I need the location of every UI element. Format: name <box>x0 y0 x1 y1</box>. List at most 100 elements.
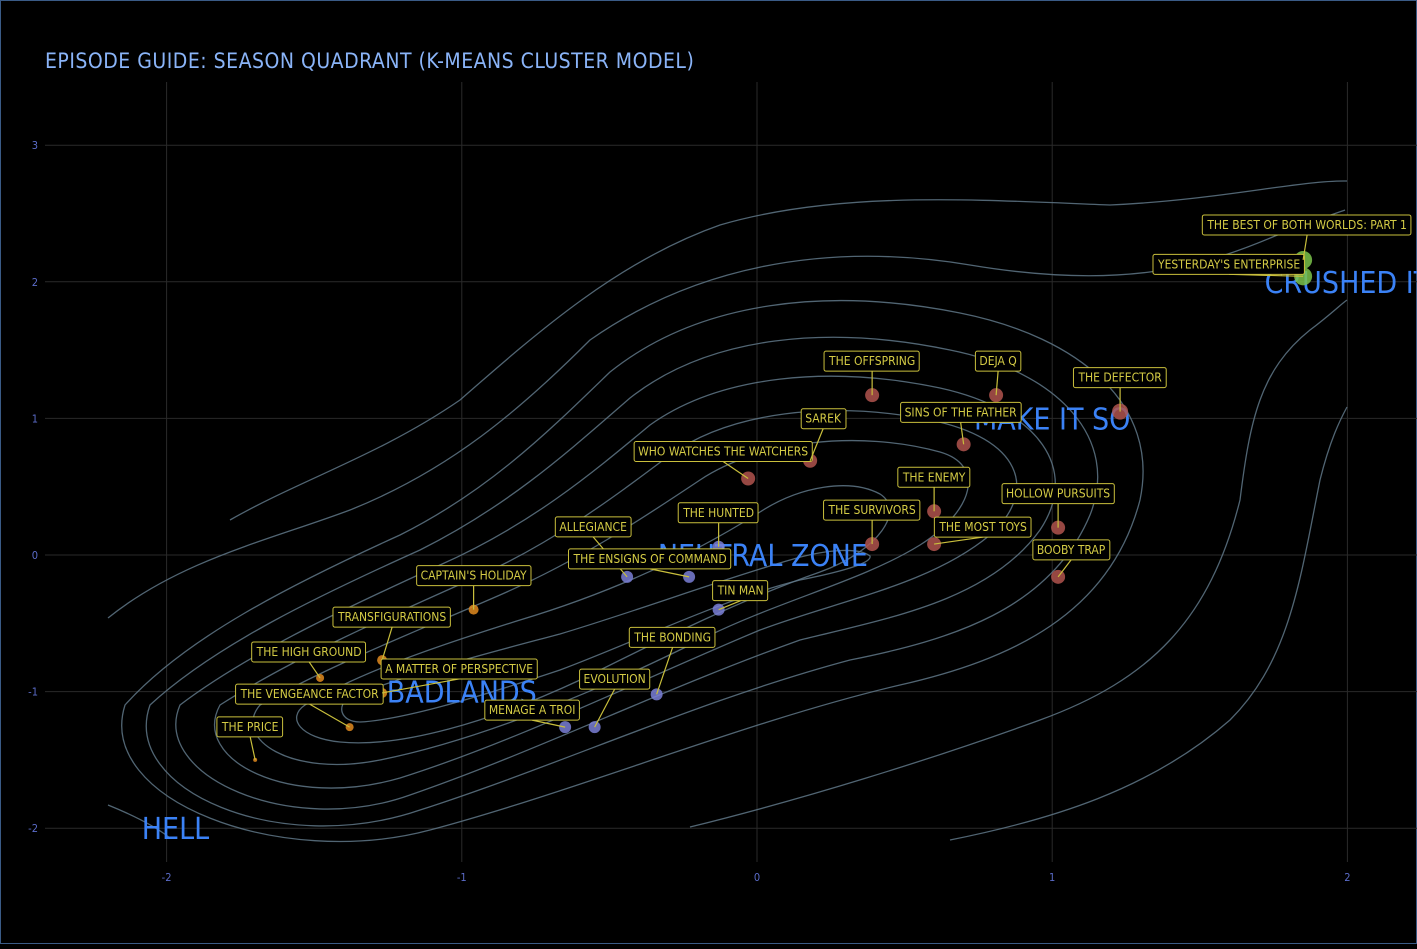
label-leader-line <box>934 536 984 545</box>
x-tick-label: 2 <box>1344 871 1350 884</box>
contour-line <box>145 336 1099 827</box>
y-tick-label: 2 <box>32 276 38 289</box>
episode-label: YESTERDAY'S ENTERPRISE <box>1157 257 1300 271</box>
episode-label: TRANSFIGURATIONS <box>337 610 446 624</box>
episode-label: THE VENGEANCE FACTOR <box>240 687 380 701</box>
label-leader-line <box>809 428 824 461</box>
episode-label: THE BONDING <box>633 630 711 644</box>
episode-label: ALLEGIANCE <box>559 520 627 534</box>
episode-label-box <box>628 626 716 648</box>
episode-label-box <box>235 683 384 705</box>
episode-label: THE HUNTED <box>682 506 754 520</box>
y-tick-label: 0 <box>32 549 38 562</box>
label-leader-line <box>249 736 256 761</box>
episode-label: THE DEFECTOR <box>1077 371 1162 385</box>
episode-label-box <box>416 565 532 587</box>
x-tick-label: -1 <box>457 871 467 884</box>
episode-label: THE ENSIGNS OF COMMAND <box>573 552 727 566</box>
label-leader-line <box>656 647 674 695</box>
label-leader-line <box>995 371 999 396</box>
x-tick-label: -2 <box>162 871 172 884</box>
episode-label-box <box>484 699 580 721</box>
contour-line <box>175 375 1056 810</box>
label-leader-line <box>722 461 749 480</box>
y-tick-label: 1 <box>32 412 38 425</box>
episode-label-box <box>712 580 769 602</box>
contour-line <box>121 300 1144 843</box>
y-tick-label: -1 <box>28 686 38 699</box>
episode-label: THE MOST TOYS <box>938 520 1027 534</box>
label-leader-line <box>381 627 393 661</box>
episode-label: THE SURVIVORS <box>828 503 916 517</box>
contour-line <box>229 180 1348 521</box>
episode-label-box <box>1072 367 1167 389</box>
episode-label: SINS OF THE FATHER <box>905 405 1018 419</box>
y-tick-label: 3 <box>32 139 38 152</box>
contour-line <box>341 549 871 723</box>
label-leader-line <box>531 719 566 728</box>
axis-layer: -2 -1 0 1 2 -2 -1 0 1 2 3 <box>28 139 1350 884</box>
contour-line <box>252 439 969 766</box>
episode-label-box <box>933 516 1032 538</box>
episode-label: THE BEST OF BOTH WORLDS: PART 1 <box>1206 218 1407 232</box>
label-leader-line <box>594 688 616 728</box>
episode-label-box <box>1032 539 1111 561</box>
episode-label-box <box>823 350 920 372</box>
episode-label: HOLLOW PURSUITS <box>1006 487 1110 501</box>
label-leader-line <box>960 422 965 445</box>
episode-label-box <box>823 499 921 521</box>
episode-label-box <box>251 641 367 663</box>
episode-label-box <box>633 441 813 463</box>
episode-label: A MATTER OF PERSPECTIVE <box>385 662 533 676</box>
episode-label-box <box>897 466 971 488</box>
episode-label-box <box>900 401 1022 423</box>
contour-line <box>214 409 1018 789</box>
x-tick-label: 1 <box>1049 871 1055 884</box>
episode-label: EVOLUTION <box>584 672 646 686</box>
contour-line <box>949 406 1348 841</box>
episode-label: THE ENEMY <box>902 470 966 484</box>
label-leader-line <box>308 661 321 679</box>
grid-layer <box>45 82 1417 862</box>
episode-label-box <box>974 350 1022 372</box>
density-contours <box>107 180 1348 843</box>
episode-label-box <box>800 408 847 430</box>
episode-label: THE HIGH GROUND <box>256 645 362 659</box>
episode-label: THE OFFSPRING <box>828 354 915 368</box>
y-tick-label: -2 <box>28 822 38 835</box>
x-tick-label: 0 <box>754 871 760 884</box>
label-leader-line <box>381 678 460 694</box>
episode-label: DEJA Q <box>979 354 1016 368</box>
episode-label-box <box>1001 483 1115 505</box>
label-leader-line <box>309 703 350 728</box>
episode-label: WHO WATCHES THE WATCHERS <box>638 445 808 459</box>
cluster-label: HELL <box>142 812 209 847</box>
episode-label-box <box>1152 253 1305 275</box>
contour-line <box>295 485 891 744</box>
label-leader-line <box>649 568 690 578</box>
episode-label-box <box>1201 214 1412 236</box>
label-leader-line <box>1302 234 1308 261</box>
episode-label: MENAGE A TROI <box>489 703 576 717</box>
label-leader-line <box>1057 559 1072 578</box>
contour-line <box>689 299 1348 828</box>
contour-line <box>107 804 171 839</box>
episode-label-box <box>677 502 759 524</box>
episode-label-box <box>554 516 632 538</box>
episode-label: TIN MAN <box>717 584 764 598</box>
episode-label: CAPTAIN'S HOLIDAY <box>421 569 527 583</box>
episode-label-box <box>216 716 284 738</box>
episode-label: BOOBY TRAP <box>1037 543 1106 557</box>
episode-label: THE PRICE <box>221 720 279 734</box>
contour-line <box>107 209 1346 619</box>
chart-title: EPISODE GUIDE: SEASON QUADRANT (K-MEANS … <box>45 49 694 73</box>
episode-label-box <box>579 668 651 690</box>
episode-labels: THE PRICE THE VENGEANCE FACTOR THE HIGH GR… <box>216 214 1412 761</box>
episode-label-box <box>380 658 538 680</box>
episode-label-box <box>568 548 732 570</box>
label-leader-line <box>718 600 741 611</box>
episode-label-box <box>332 606 451 628</box>
